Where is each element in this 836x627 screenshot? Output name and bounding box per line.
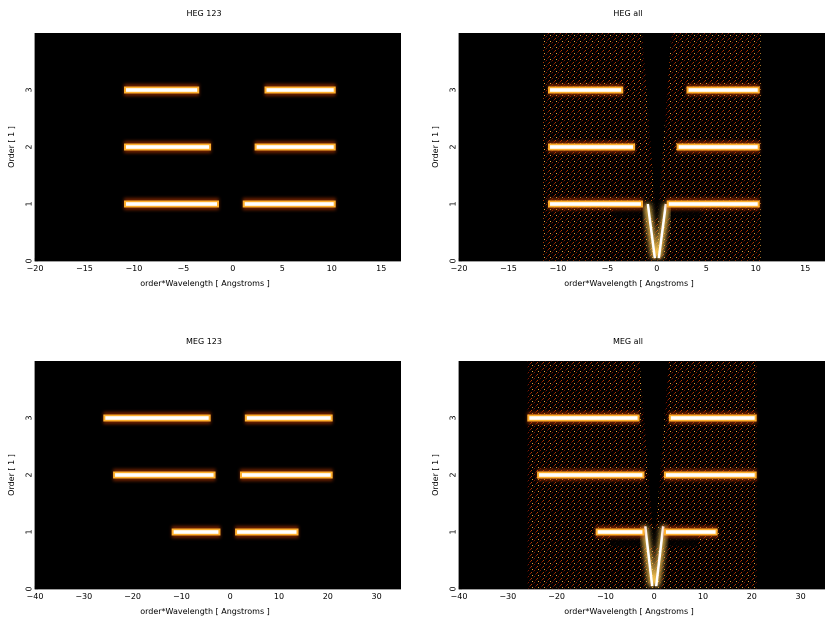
axes [458,33,825,262]
y-tick-label: 3 [25,415,34,420]
v-gap [642,33,672,204]
y-tick-label: 0 [449,586,458,591]
chart-title: HEG all [613,9,642,18]
order-band-1 [665,530,716,534]
x-axis-label: order*Wavelength [ Angstroms ] [140,607,270,616]
x-tick-label: 10 [327,264,337,273]
x-axis-label: order*Wavelength [ Angstroms ] [564,607,694,616]
y-tick-label: 3 [25,87,34,92]
order-band-2 [539,473,643,477]
x-tick-label: 5 [280,264,285,273]
zero-order-v [646,203,668,259]
x-tick-label: 10 [698,592,708,601]
x-tick-label: 15 [800,264,810,273]
x-tick-label: 10 [274,592,284,601]
v-gap [639,361,669,527]
x-tick-label: −20 [451,264,468,273]
order-band-1 [668,202,758,206]
x-tick-label: −10 [549,264,566,273]
panel-4: −40 −30 −20 −10 0 10 20 30 0 1 2 3 MEG all order*Wave… [431,337,825,616]
axes [34,361,401,590]
order-band-2 [678,145,758,149]
order-band-1 [244,202,334,206]
axes [34,33,401,262]
panel-2: −20 −15 −10 −5 0 5 10 15 0 1 2 3 HEG all order*Wavele… [431,9,825,288]
order-band-1 [597,530,643,534]
y-tick-label: 0 [25,586,34,591]
order-band-2 [126,145,210,149]
order-band-2 [256,145,334,149]
y-tick-label: 1 [25,529,34,534]
x-tick-label: −40 [451,592,468,601]
x-tick-label: −10 [125,264,142,273]
x-tick-label: 0 [230,264,235,273]
x-tick-label: −15 [500,264,517,273]
order-band-2 [115,473,214,477]
y-tick-label: 2 [25,144,34,149]
x-tick-label: −30 [75,592,92,601]
y-axis-label: Order [ 1 ] [431,454,440,496]
plot-area [35,33,401,261]
order-band-2 [241,473,331,477]
x-tick-label: −10 [173,592,190,601]
chart-title: HEG 123 [186,9,221,18]
y-tick-label: 1 [449,201,458,206]
y-axis-label: Order [ 1 ] [7,126,16,168]
axes [458,361,825,590]
chart-title: MEG 123 [186,337,222,346]
x-tick-label: −5 [601,264,613,273]
y-tick-label: 1 [449,529,458,534]
x-tick-label: 20 [747,592,757,601]
y-tick-label: 2 [449,144,458,149]
y-tick-label: 1 [25,201,34,206]
order-band-3 [550,88,622,92]
order-band-3 [266,88,334,92]
x-tick-label: −5 [177,264,189,273]
zero-order-v [643,526,665,587]
x-tick-label: −15 [76,264,93,273]
x-axis-label: order*Wavelength [ Angstroms ] [140,279,270,288]
x-axis-label: order*Wavelength [ Angstroms ] [564,279,694,288]
y-axis-label: Order [ 1 ] [431,126,440,168]
y-tick-label: 0 [25,258,34,263]
order-band-3 [670,416,755,420]
order-band-3 [105,416,209,420]
order-band-3 [246,416,331,420]
order-band-1 [550,202,641,206]
chart-title: MEG all [613,337,643,346]
x-tick-label: 30 [372,592,382,601]
order-band-3 [529,416,638,420]
x-tick-label: −30 [499,592,516,601]
y-tick-label: 0 [449,258,458,263]
x-tick-label: 0 [654,264,659,273]
panel-1: −20 −15 −10 −5 0 5 10 15 0 1 2 3 HEG 123 order*Wavele… [7,9,401,288]
order-band-1 [237,530,297,534]
order-band-3 [688,88,758,92]
order-band-2 [550,145,634,149]
panel-3: −40 −30 −20 −10 0 10 20 30 0 1 2 3 MEG 123 order*Wave… [7,337,401,616]
x-tick-label: 5 [704,264,709,273]
order-band-3 [126,88,198,92]
x-tick-label: −20 [27,264,44,273]
y-tick-label: 3 [449,415,458,420]
y-tick-label: 3 [449,87,458,92]
x-tick-label: 30 [796,592,806,601]
plot-area [35,361,401,589]
order-band-1 [126,202,217,206]
x-tick-label: 0 [652,592,657,601]
x-tick-label: 20 [323,592,333,601]
y-tick-label: 2 [25,472,34,477]
order-band-2 [665,473,755,477]
x-tick-label: −20 [124,592,141,601]
x-tick-label: −20 [548,592,565,601]
x-tick-label: 15 [376,264,386,273]
y-tick-label: 2 [449,472,458,477]
y-axis-label: Order [ 1 ] [7,454,16,496]
order-band-1 [173,530,219,534]
x-tick-label: −40 [27,592,44,601]
x-tick-label: −10 [597,592,614,601]
x-tick-label: 10 [751,264,761,273]
x-tick-label: 0 [228,592,233,601]
